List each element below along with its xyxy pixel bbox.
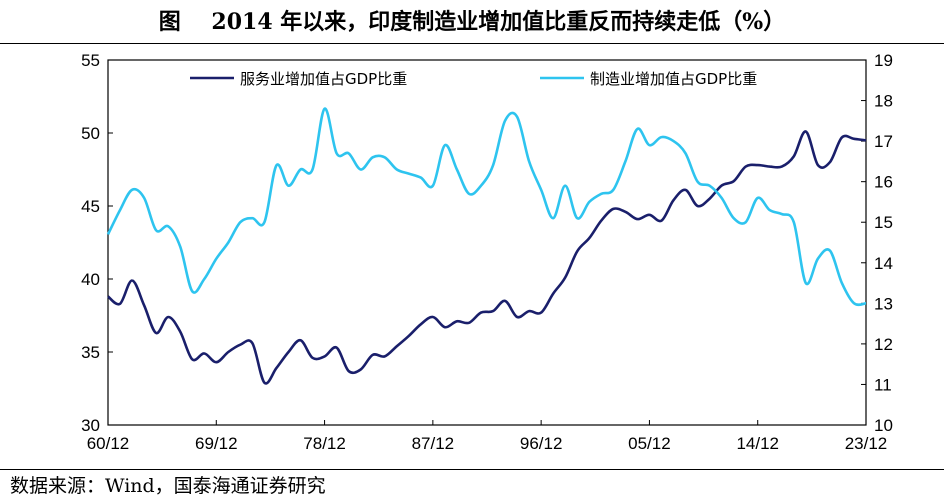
left-y-tick-label: 40 [81,270,100,289]
x-axis: 60/12 69/12 78/12 87/12 96/12 05/12 14/12 23/12 [87,420,888,453]
right-y-tick-label: 17 [874,132,893,151]
x-tick-label: 23/12 [845,434,888,453]
chart-title: 图 2014 年以来，印度制造业增加值比重反而持续走低（%） [158,9,786,35]
source-note: 数据来源：Wind，国泰海通证券研究 [10,475,326,497]
x-tick-label: 78/12 [303,434,346,453]
top-rule [0,43,944,44]
left-y-tick-label: 45 [81,197,100,216]
legend: 服务业增加值占GDP比重 制造业增加值占GDP比重 [190,70,757,88]
right-y-tick-label: 14 [874,254,893,273]
left-y-tick-label: 30 [81,416,100,435]
x-tick-label: 87/12 [412,434,455,453]
right-y-tick-label: 15 [874,213,893,232]
services-share-line [107,130,867,385]
plot-frame [107,59,867,426]
right-y-tick-label: 16 [874,173,893,192]
right-y-tick-label: 18 [874,92,893,111]
x-tick-label: 96/12 [520,434,563,453]
x-tick-label: 60/12 [87,434,130,453]
series-lines [106,107,867,385]
x-tick-label: 69/12 [195,434,238,453]
legend-label-services: 服务业增加值占GDP比重 [240,70,407,88]
bottom-rule [0,469,944,470]
right-y-tick-label: 19 [874,51,893,70]
legend-label-manufacturing: 制造业增加值占GDP比重 [590,70,757,88]
x-tick-label: 14/12 [736,434,779,453]
left-y-tick-label: 50 [81,124,100,143]
right-y-axis: 10 11 12 13 14 15 16 17 18 19 [861,51,893,435]
left-y-tick-label: 35 [81,343,100,362]
left-y-axis: 30 35 40 45 50 55 [81,51,113,435]
x-tick-label: 05/12 [628,434,671,453]
right-y-tick-label: 10 [874,416,893,435]
plot-border [107,59,867,426]
left-y-tick-label: 55 [81,51,100,70]
right-y-tick-label: 11 [874,375,892,394]
right-y-tick-label: 12 [874,335,893,354]
manufacturing-share-line [106,107,867,307]
right-y-tick-label: 13 [874,294,893,313]
